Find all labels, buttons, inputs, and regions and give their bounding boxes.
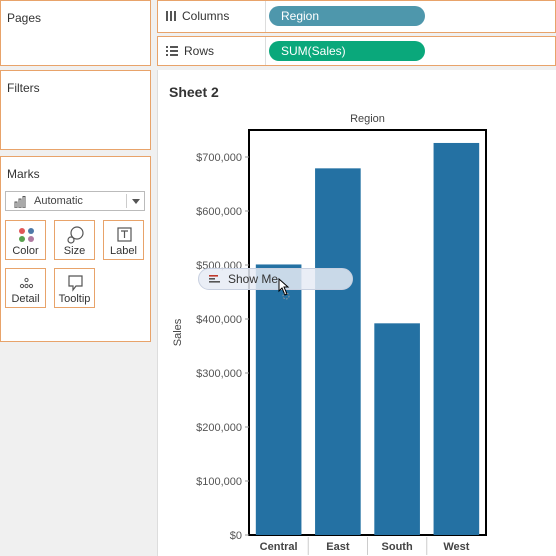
show-me-label: Show Me [228, 272, 279, 286]
color-dots-icon [19, 228, 34, 242]
dropdown-separator [126, 194, 127, 208]
sheet-title[interactable]: Sheet 2 [169, 84, 219, 100]
columns-shelf[interactable]: Columns Region [157, 0, 556, 33]
y-tick-label: $400,000 [196, 314, 242, 326]
tooltip-card[interactable]: Tooltip [54, 268, 95, 308]
bar-east[interactable] [315, 168, 361, 535]
column-header-title: Region [350, 113, 385, 125]
columns-shelf-label: Columns [166, 9, 229, 23]
columns-icon [166, 11, 176, 21]
hand-cursor-icon [278, 277, 290, 300]
color-card-label: Color [12, 245, 39, 257]
filters-panel[interactable]: Filters [0, 70, 151, 150]
size-icon [67, 226, 84, 244]
rows-shelf[interactable]: Rows SUM(Sales) [157, 36, 556, 66]
x-tick-label: South [382, 541, 413, 553]
columns-label: Columns [182, 9, 230, 23]
label-icon [117, 227, 132, 242]
size-card-label: Size [63, 245, 86, 257]
y-tick-label: $300,000 [196, 368, 242, 380]
filters-panel-title: Filters [7, 81, 40, 95]
y-tick-label: $700,000 [196, 152, 242, 164]
detail-card[interactable]: Detail [5, 268, 46, 308]
mark-type-dropdown[interactable]: Automatic [5, 191, 145, 211]
pages-panel-title: Pages [7, 11, 42, 25]
show-me-icon [209, 275, 220, 283]
mark-type-value: Automatic [34, 195, 83, 207]
pages-panel[interactable]: Pages [0, 0, 151, 66]
x-tick-label: West [443, 541, 469, 553]
y-axis-label: Sales [172, 318, 184, 346]
y-tick-label: $100,000 [196, 476, 242, 488]
bar-west[interactable] [433, 142, 480, 535]
y-tick-label: $0 [230, 530, 242, 542]
x-tick-label: Central [260, 541, 298, 553]
color-card[interactable]: Color [5, 220, 46, 260]
show-me-drag-pill[interactable]: Show Me [198, 268, 353, 300]
label-card[interactable]: Label [103, 220, 144, 260]
bar-central[interactable] [255, 264, 302, 535]
rows-label: Rows [184, 44, 215, 58]
sum-sales-pill[interactable]: SUM(Sales) [269, 41, 425, 61]
bar-chart-icon [14, 196, 26, 208]
tooltip-icon [68, 275, 83, 292]
tooltip-card-label: Tooltip [58, 293, 91, 305]
bar-south[interactable] [374, 323, 420, 535]
detail-dots-icon [19, 277, 34, 289]
x-tick-label: East [326, 541, 350, 553]
size-card[interactable]: Size [54, 220, 95, 260]
region-pill[interactable]: Region [269, 6, 425, 26]
chevron-down-icon[interactable] [132, 199, 140, 205]
marks-panel: Marks Automatic Color Size Label [0, 156, 151, 342]
rows-shelf-label: Rows [166, 44, 214, 58]
marks-panel-title: Marks [7, 167, 40, 181]
rows-icon [166, 46, 178, 56]
detail-card-label: Detail [11, 293, 40, 305]
y-tick-label: $600,000 [196, 206, 242, 218]
label-card-label: Label [110, 245, 137, 257]
y-tick-label: $200,000 [196, 422, 242, 434]
shelf-divider [265, 37, 266, 65]
shelf-divider [265, 1, 266, 32]
